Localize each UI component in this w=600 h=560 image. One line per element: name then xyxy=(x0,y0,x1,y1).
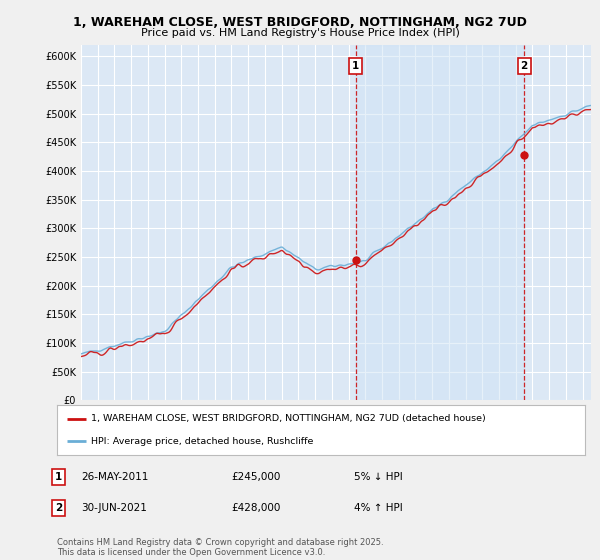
Text: 26-MAY-2011: 26-MAY-2011 xyxy=(81,472,148,482)
Text: 30-JUN-2021: 30-JUN-2021 xyxy=(81,503,147,513)
Text: 2: 2 xyxy=(520,61,528,71)
Text: HPI: Average price, detached house, Rushcliffe: HPI: Average price, detached house, Rush… xyxy=(91,437,314,446)
Text: Price paid vs. HM Land Registry's House Price Index (HPI): Price paid vs. HM Land Registry's House … xyxy=(140,28,460,38)
Text: 1, WAREHAM CLOSE, WEST BRIDGFORD, NOTTINGHAM, NG2 7UD (detached house): 1, WAREHAM CLOSE, WEST BRIDGFORD, NOTTIN… xyxy=(91,414,486,423)
Text: 1, WAREHAM CLOSE, WEST BRIDGFORD, NOTTINGHAM, NG2 7UD: 1, WAREHAM CLOSE, WEST BRIDGFORD, NOTTIN… xyxy=(73,16,527,29)
Text: Contains HM Land Registry data © Crown copyright and database right 2025.
This d: Contains HM Land Registry data © Crown c… xyxy=(57,538,383,557)
Text: £245,000: £245,000 xyxy=(231,472,280,482)
Text: 5% ↓ HPI: 5% ↓ HPI xyxy=(354,472,403,482)
Text: £428,000: £428,000 xyxy=(231,503,280,513)
Text: 1: 1 xyxy=(352,61,359,71)
Text: 4% ↑ HPI: 4% ↑ HPI xyxy=(354,503,403,513)
Text: 1: 1 xyxy=(55,472,62,482)
Text: 2: 2 xyxy=(55,503,62,513)
Bar xyxy=(356,45,524,400)
